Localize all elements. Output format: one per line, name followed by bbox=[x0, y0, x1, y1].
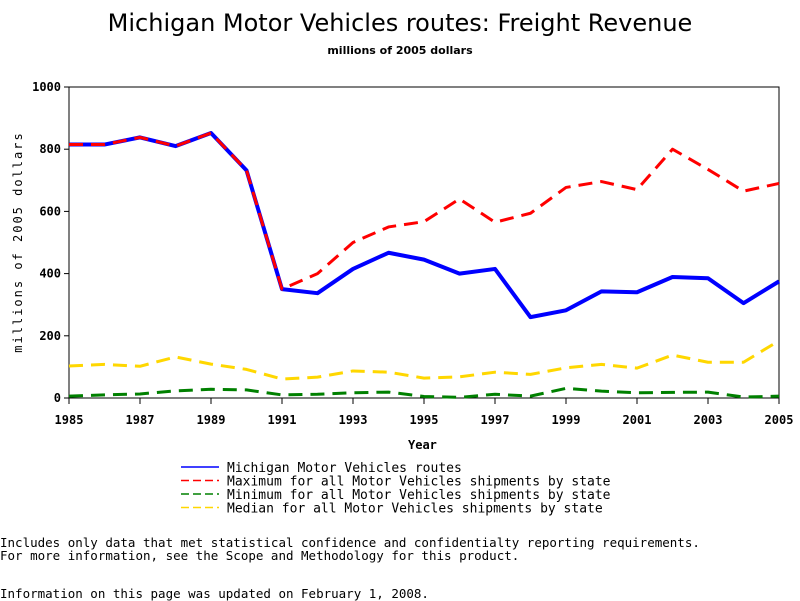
footnote-methodology: For more information, see the Scope and … bbox=[0, 548, 520, 563]
x-tick-label: 1999 bbox=[552, 413, 581, 427]
x-tick-label: 2005 bbox=[765, 413, 794, 427]
plot-area bbox=[68, 86, 780, 399]
y-tick-label: 200 bbox=[39, 329, 61, 343]
freight-revenue-chart: Michigan Motor Vehicles routes: Freight … bbox=[11, 9, 794, 517]
x-tick-label: 1997 bbox=[481, 413, 510, 427]
x-tick-label: 1995 bbox=[410, 413, 439, 427]
legend-label: Minimum for all Motor Vehicles shipments… bbox=[227, 488, 611, 503]
y-tick-label: 800 bbox=[39, 142, 61, 156]
y-tick-label: 400 bbox=[39, 267, 61, 281]
y-tick-label: 0 bbox=[54, 391, 61, 405]
x-axis: 1985 1987 1989 1991 1993 1995 1997 1999 2001 2003… bbox=[55, 398, 794, 427]
x-tick-label: 1993 bbox=[339, 413, 368, 427]
plot-border bbox=[68, 86, 780, 399]
legend-label: Median for all Motor Vehicles shipments … bbox=[227, 502, 603, 517]
series-line-minimum bbox=[68, 386, 780, 399]
y-tick-label: 1000 bbox=[32, 80, 61, 94]
x-tick-label: 1991 bbox=[268, 413, 297, 427]
x-tick-label: 2003 bbox=[694, 413, 723, 427]
series-line-michigan bbox=[69, 131, 781, 320]
series-layer bbox=[68, 131, 781, 399]
x-tick-label: 1987 bbox=[126, 413, 155, 427]
footnote-updated: Information on this page was updated on … bbox=[0, 586, 429, 601]
x-axis-label: Year bbox=[408, 438, 437, 452]
x-tick-label: 1985 bbox=[55, 413, 84, 427]
legend-label: Maximum for all Motor Vehicles shipments… bbox=[227, 475, 611, 490]
legend-label: Michigan Motor Vehicles routes bbox=[227, 461, 462, 476]
x-tick-label: 2001 bbox=[623, 413, 652, 427]
footnote-confidence: Includes only data that met statistical … bbox=[0, 535, 700, 550]
y-tick-label: 600 bbox=[39, 204, 61, 218]
x-tick-label: 1989 bbox=[197, 413, 226, 427]
y-axis-label: millions of 2005 dollars bbox=[11, 131, 25, 352]
y-axis: 0 200 400 600 800 1000 bbox=[32, 80, 69, 405]
chart-subtitle: millions of 2005 dollars bbox=[327, 44, 473, 57]
series-line-median bbox=[68, 339, 780, 381]
chart-title: Michigan Motor Vehicles routes: Freight … bbox=[108, 9, 693, 37]
series-line-maximum bbox=[69, 131, 780, 291]
